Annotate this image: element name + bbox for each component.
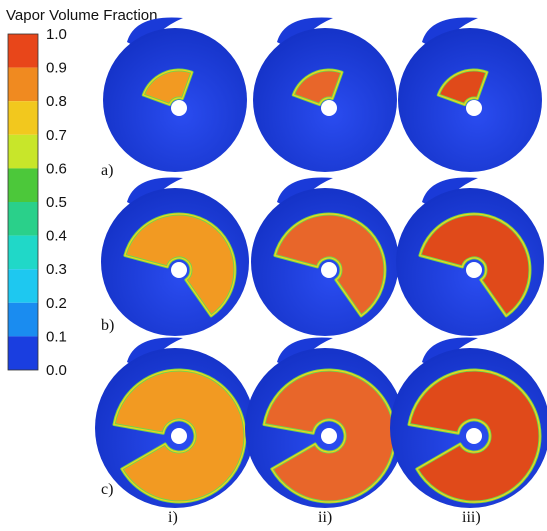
row-label: a) xyxy=(101,162,113,179)
hub xyxy=(171,428,187,444)
hub xyxy=(466,100,482,116)
hub xyxy=(466,428,482,444)
hub xyxy=(171,100,187,116)
hub xyxy=(321,100,337,116)
colorbar-label: 0.8 xyxy=(46,93,67,110)
row-label: c) xyxy=(101,481,113,498)
colorbar-band xyxy=(8,269,38,303)
colorbar-label: 0.7 xyxy=(46,127,67,144)
colorbar-band xyxy=(8,34,38,68)
row-label: b) xyxy=(101,317,114,334)
hub xyxy=(466,262,482,278)
figure: Vapor Volume Fraction 1.0 0.9 0.8 0.7 0.6 0.5… xyxy=(0,0,547,531)
colorbar-label: 0.0 xyxy=(46,362,67,379)
colorbar-band xyxy=(8,202,38,236)
column-label: ii) xyxy=(318,509,332,526)
colorbar-band xyxy=(8,168,38,202)
hub xyxy=(321,262,337,278)
colorbar-label: 1.0 xyxy=(46,26,67,43)
colorbar-label: 0.5 xyxy=(46,194,67,211)
colorbar-label: 0.1 xyxy=(46,328,67,345)
colorbar-label: 0.2 xyxy=(46,295,67,312)
hub xyxy=(321,428,337,444)
colorbar-label: 0.3 xyxy=(46,261,67,278)
colorbar-band xyxy=(8,303,38,337)
colorbar-label: 0.6 xyxy=(46,160,67,177)
colorbar-band xyxy=(8,135,38,169)
column-label: iii) xyxy=(462,509,481,526)
legend-title: Vapor Volume Fraction xyxy=(6,7,157,24)
colorbar-label: 0.4 xyxy=(46,228,67,245)
simulation-grid: a) b) c) i) ii) iii) xyxy=(95,18,547,527)
colorbar: 1.0 0.9 0.8 0.7 0.6 0.5 0.4 0.3 0.2 0.1 0.0 xyxy=(8,26,67,379)
colorbar-band xyxy=(8,101,38,135)
column-label: i) xyxy=(168,509,178,526)
colorbar-band xyxy=(8,68,38,102)
colorbar-band xyxy=(8,336,38,370)
hub xyxy=(171,262,187,278)
colorbar-label: 0.9 xyxy=(46,60,67,77)
colorbar-band xyxy=(8,236,38,270)
